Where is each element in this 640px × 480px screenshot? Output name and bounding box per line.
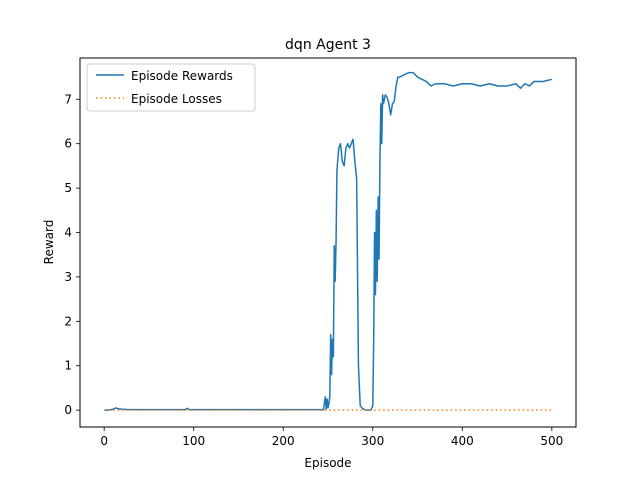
x-tick-label: 0	[100, 434, 108, 448]
x-tick-label: 100	[182, 434, 205, 448]
x-tick-label: 500	[540, 434, 563, 448]
x-tick-label: 300	[361, 434, 384, 448]
x-tick-label: 400	[451, 434, 474, 448]
y-tick-label: 4	[64, 226, 72, 240]
chart-title: dqn Agent 3	[285, 37, 371, 53]
y-tick-label: 5	[64, 181, 72, 195]
legend-label-episode-rewards: Episode Rewards	[131, 69, 233, 83]
y-tick-label: 1	[64, 359, 72, 373]
legend-label-episode-losses: Episode Losses	[131, 92, 222, 106]
y-tick-label: 7	[64, 92, 72, 106]
y-tick-label: 0	[64, 403, 72, 417]
axes-frame	[79, 57, 577, 428]
y-tick-label: 2	[64, 314, 72, 328]
plot-area	[79, 57, 577, 428]
y-tick-label: 6	[64, 137, 72, 151]
y-axis-label: Reward	[42, 220, 56, 265]
x-tick-label: 200	[272, 434, 295, 448]
x-axis-label: Episode	[304, 456, 351, 470]
series-layer	[104, 71, 553, 411]
x-axis-ticks: 0 100 200 300 400 500	[100, 427, 563, 448]
series-line-episode-rewards	[104, 71, 553, 411]
y-tick-label: 3	[64, 270, 72, 284]
legend-box	[86, 63, 256, 112]
legend: Episode Rewards Episode Losses	[86, 63, 256, 112]
y-axis-ticks: 0 1 2 3 4 5 6 7	[64, 92, 80, 417]
